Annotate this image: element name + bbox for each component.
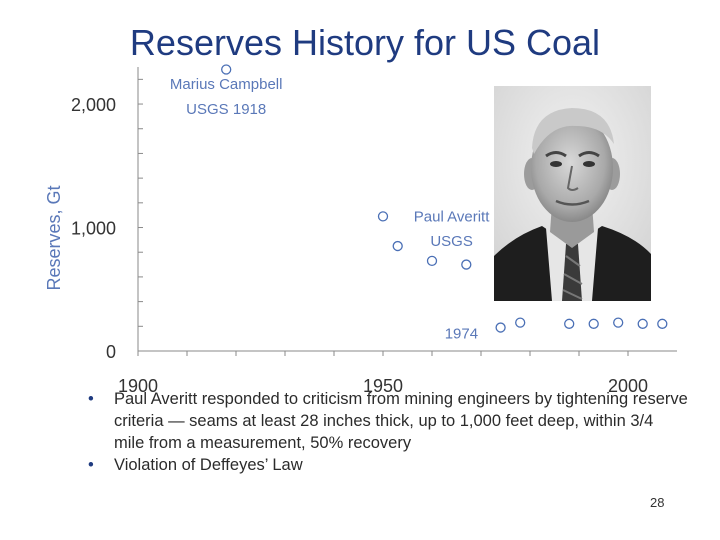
bullet-dot-icon: • [88,390,94,408]
data-point [426,255,438,267]
portrait-photo [494,86,651,301]
chart-axes [137,67,677,352]
chart-points [221,64,668,333]
y-axis-label: Reserves, Gt [44,185,64,290]
chart-annotation: Paul Averitt [414,208,490,225]
chart-ticks [137,78,629,356]
data-point [657,318,668,329]
slide-title: Reserves History for US Coal [129,22,601,63]
data-point [221,64,232,75]
bullet-text: Violation of Deffeyes’ Law [114,456,303,474]
y-tick-label: 2,000 [71,95,116,115]
data-point [613,317,624,328]
bullet-text: Paul Averitt responded to criticism from… [114,390,688,452]
bullet-list: • Paul Averitt responded to criticism fro… [88,388,688,476]
bullet-item: • Paul Averitt responded to criticism fro… [88,388,688,454]
x-tick-label: 2000 [608,376,648,396]
chart-annotation: USGS 1918 [186,101,266,118]
chart-annotation: 1974 [445,326,478,343]
data-point [637,318,648,329]
data-point [564,318,575,329]
page-number: 28 [650,495,665,510]
data-point [515,317,526,328]
bullet-dot-icon: • [88,456,94,474]
bullet-item: • Violation of Deffeyes’ Law [88,454,688,476]
y-tick-label: 1,000 [71,219,116,239]
data-point [588,318,599,329]
x-tick-label: 1900 [118,376,158,396]
chart-annotation: Marius Campbell [170,76,283,93]
data-point [495,322,506,333]
chart-annotations: Marius Campbell USGS 1918 Paul Averitt USGS… [170,76,490,342]
data-point [392,240,403,252]
data-point [461,259,472,270]
x-tick-label: 1950 [363,376,403,396]
chart-tick-labels: 1900 1950 2000 0 1,000 2,000 [71,95,648,396]
data-point [377,211,389,222]
y-tick-label: 0 [106,342,116,362]
chart-annotation: USGS [430,233,473,250]
